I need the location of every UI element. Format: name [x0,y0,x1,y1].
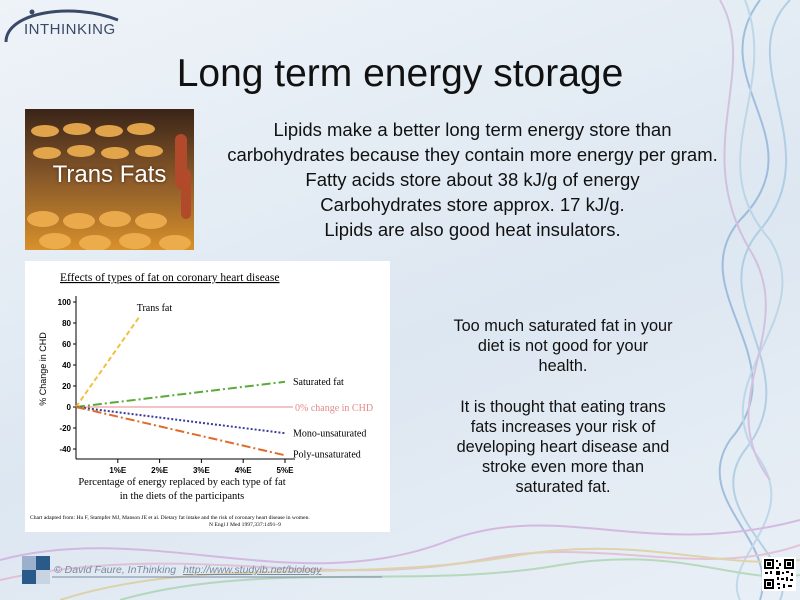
x-tick-label: 1%E [109,466,127,475]
y-tick-label: 40 [62,361,71,370]
chart-source-line1: Chart adapted from: Hu F, Stampfer MJ, M… [30,514,310,521]
reference-line-label: 0% change in CHD [295,403,373,414]
y-axis-label: % Change in CHD [38,332,48,406]
series-line [75,406,286,457]
y-tick-label: -40 [59,445,71,454]
y-tick-label: 60 [62,340,71,349]
side-paragraph-2: It is thought that eating trans fats inc… [456,398,670,496]
series-label: Trans fat [137,303,173,314]
y-tick-label: 80 [62,319,71,328]
y-tick-label: 0 [67,403,72,412]
footer-squares [22,556,382,584]
x-tick-label: 2%E [151,466,169,475]
page-title: Long term energy storage [176,52,624,95]
x-tick-label: 4%E [235,466,253,475]
x-tick-label: 3%E [193,466,211,475]
series-label: Mono-unsaturated [293,428,366,439]
intro-line: Fatty acids store about 38 kJ/g of energ… [305,169,640,190]
intro-line: Lipids make a better long term energy st… [273,119,672,140]
footer-link[interactable]: http://www.studyib.net/biology [183,564,322,576]
chart-source-line2: N Engl J Med 1997,337:1491–9 [209,522,281,528]
x-axis-label-line2: in the diets of the participants [120,491,245,502]
intro-line: carbohydrates because they contain more … [227,144,718,165]
intro-line: Lipids are also good heat insulators. [324,219,621,240]
chd-chart: Effects of types of fat on coronary hear… [30,272,373,528]
series-line [75,406,286,435]
chart-panel: Effects of types of fat on coronary hear… [25,261,390,532]
intro-line: Carbohydrates store approx. 17 kJ/g. [320,194,625,215]
qr-code[interactable] [762,557,796,591]
intro-text: Lipids make a better long term energy st… [200,117,745,242]
footer-credit: © David Faure, InThinking http://www.stu… [54,564,321,576]
photo-label: Trans Fats [52,161,167,188]
series-label: Poly-unsaturated [293,449,361,460]
side-paragraph-1: Too much saturated fat in your diet is n… [453,317,673,375]
y-tick-label: -20 [59,424,71,433]
inthinking-logo [4,9,119,43]
y-tick-label: 100 [58,298,72,307]
chart-title: Effects of types of fat on coronary hear… [60,272,279,284]
side-text: Too much saturated fat in your diet is n… [452,316,674,518]
y-tick-label: 20 [62,382,71,391]
series-label: Saturated fat [293,377,344,388]
logo-text: INTHINKING [24,21,116,38]
x-tick-label: 5%E [277,466,295,475]
series-line [75,380,286,408]
series-line [75,317,140,408]
trans-fats-photo: Trans Fats [25,109,194,250]
x-axis-label-line1: Percentage of energy replaced by each ty… [78,477,285,488]
copyright-text: © David Faure, InThinking [54,564,177,576]
